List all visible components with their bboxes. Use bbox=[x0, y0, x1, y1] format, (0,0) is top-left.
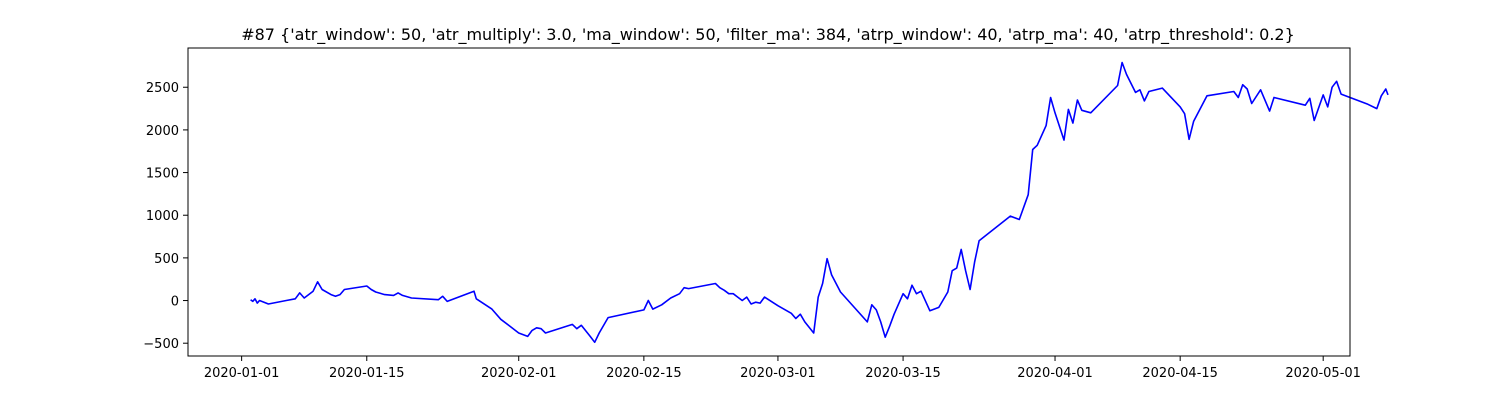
y-tick-label: 0 bbox=[171, 295, 179, 310]
y-tick-label: 2500 bbox=[146, 81, 179, 96]
x-tick-label: 2020-04-15 bbox=[1142, 366, 1218, 381]
y-tick-label: 2000 bbox=[146, 124, 179, 139]
series-line bbox=[250, 61, 1389, 344]
y-tick-label: 500 bbox=[154, 252, 179, 267]
x-tick-label: 2020-03-15 bbox=[865, 366, 941, 381]
x-axis-ticks: 2020-01-01 2020-01-15 2020-02-01 2020-02-15… bbox=[204, 356, 1361, 381]
plot-area-frame bbox=[187, 47, 1351, 357]
chart-title: #87 {'atr_window': 50, 'atr_multiply': 3… bbox=[241, 25, 1295, 45]
x-tick-label: 2020-02-15 bbox=[606, 366, 682, 381]
x-tick-label: 2020-03-01 bbox=[740, 366, 816, 381]
x-tick-label: 2020-05-01 bbox=[1285, 366, 1361, 381]
y-tick-label: −500 bbox=[143, 337, 179, 352]
y-axis-ticks: −500 0 500 1000 1500 2000 2500 bbox=[143, 81, 188, 352]
y-tick-label: 1000 bbox=[146, 209, 179, 224]
x-tick-label: 2020-02-01 bbox=[481, 366, 557, 381]
x-tick-label: 2020-04-01 bbox=[1017, 366, 1093, 381]
x-tick-label: 2020-01-01 bbox=[204, 366, 280, 381]
y-tick-label: 1500 bbox=[146, 167, 179, 182]
x-tick-label: 2020-01-15 bbox=[329, 366, 405, 381]
